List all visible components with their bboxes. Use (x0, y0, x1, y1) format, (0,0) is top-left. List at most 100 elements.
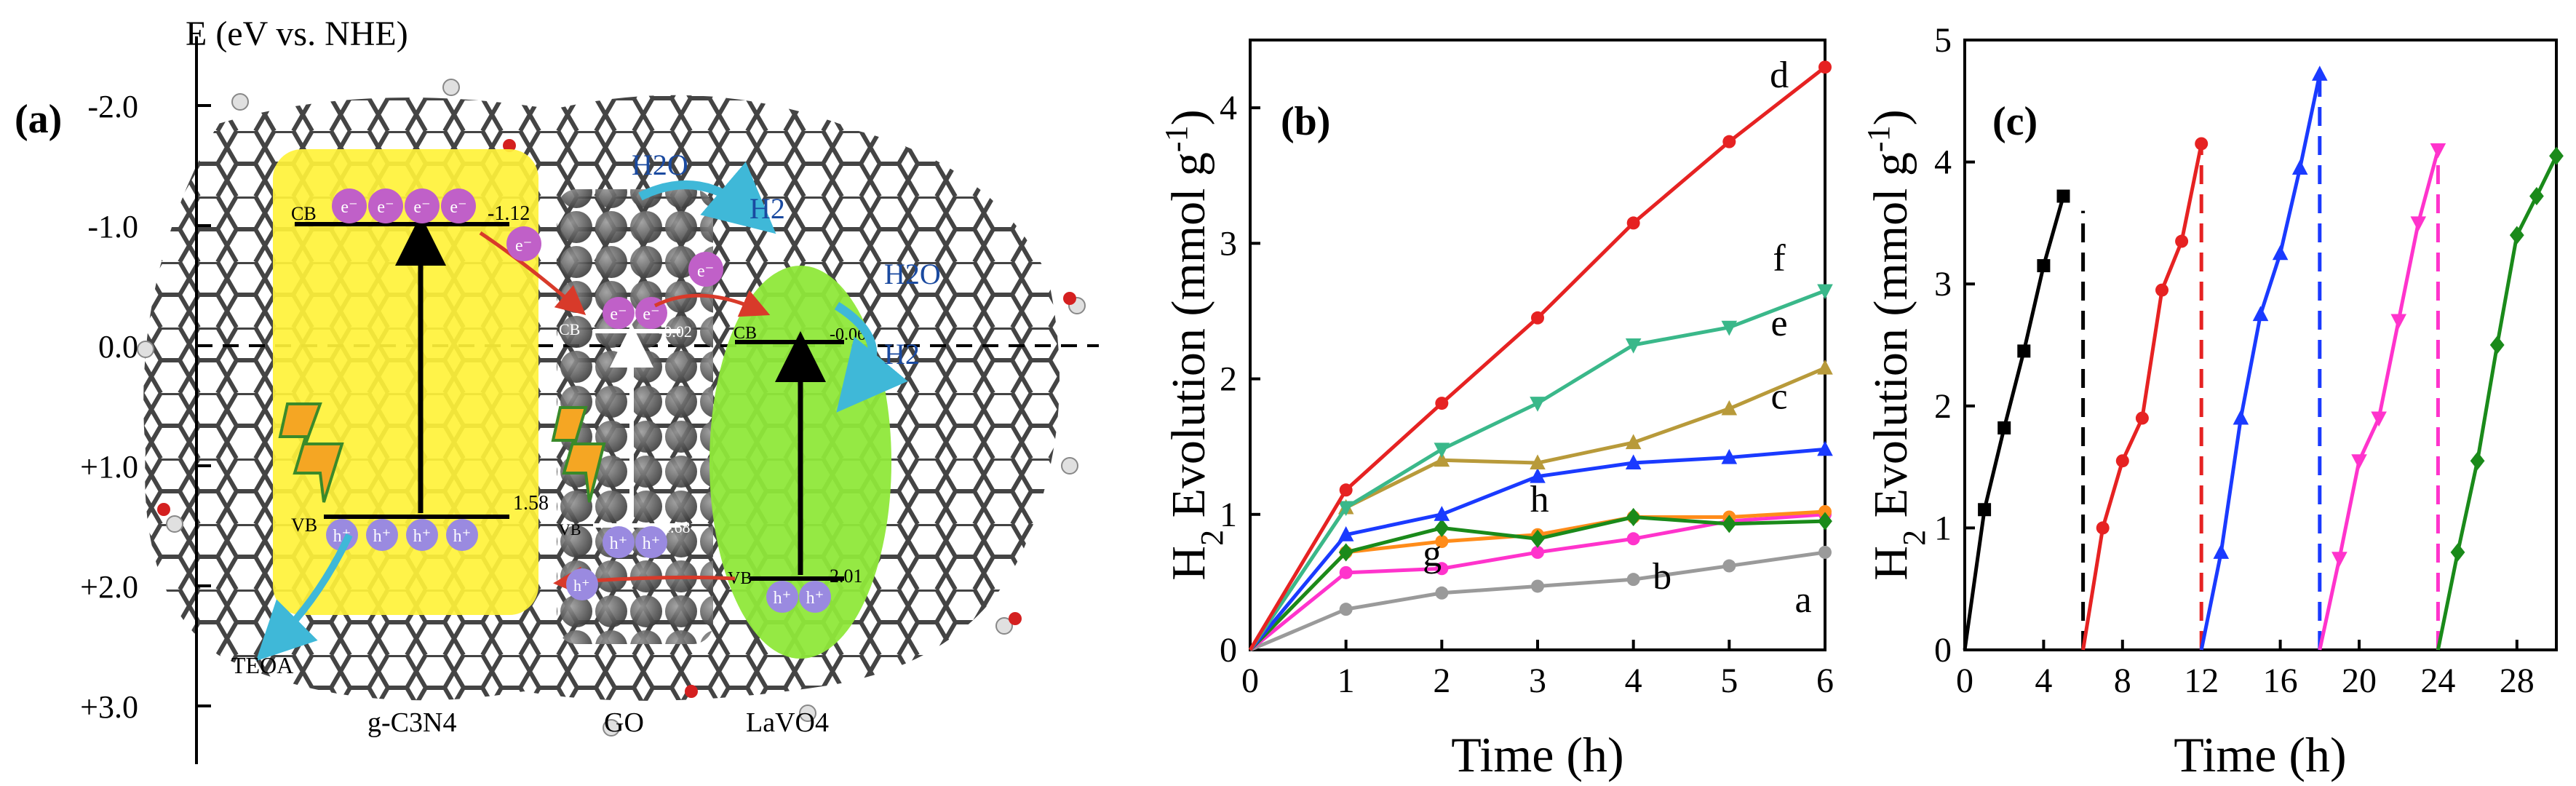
cycle-line-1 (1963, 195, 2065, 651)
data-point (1818, 545, 1832, 559)
go-cb-label: CB (559, 320, 580, 338)
carrier-label: h⁺ (373, 527, 391, 546)
data-point (1530, 529, 1545, 548)
panel-b-series-labels: a b g h cef d (1423, 55, 1811, 621)
series-label-b: b (1653, 556, 1671, 598)
x-tick-label: 28 (2500, 662, 2535, 700)
series-label-h: h (1530, 479, 1549, 520)
y-tick-label: 5 (1934, 21, 1952, 60)
panel-b-xlabel: Time (h) (1451, 727, 1623, 782)
go-cb-value: -0.02 (659, 322, 692, 341)
panel-c-ylabel-text: H2 Evolution (mmol g-1) (1861, 109, 1932, 580)
panel-a-label: (a) (15, 97, 62, 142)
data-point (1978, 503, 1992, 517)
lightning-icon-2 (551, 406, 606, 503)
series-label-c: c (1771, 376, 1788, 418)
panel-b-series (1248, 60, 1833, 652)
energy-tick-label: +2.0 (80, 569, 138, 605)
data-point (1818, 60, 1832, 74)
data-point (1530, 397, 1546, 412)
panel-c-dividers (2081, 74, 2440, 650)
gc3n4-name: g-C3N4 (367, 707, 456, 738)
carrier-label: h⁺ (413, 527, 432, 546)
data-point (1722, 135, 1736, 148)
series-label-d: d (1770, 55, 1789, 96)
h2-label-1: H2 (750, 192, 785, 225)
carrier-label: h⁺ (643, 534, 661, 553)
energy-tick-label: +1.0 (80, 449, 138, 485)
energy-tick-label: -2.0 (87, 89, 138, 124)
go-name: GO (604, 707, 644, 738)
carrier-circle (326, 519, 358, 551)
energy-ticks: -2.0 -1.0 0.0 +1.0 +2.0 +3.0 (80, 89, 211, 725)
data-point (1434, 518, 1450, 537)
y-tick-label: 0 (1220, 631, 1237, 670)
data-point (2331, 552, 2348, 567)
energy-axis-title: E (eV vs. NHE) (186, 15, 408, 53)
data-point (2213, 544, 2230, 559)
h2o-to-h2-arrow-2 (834, 301, 908, 413)
data-point (1818, 505, 1832, 519)
panel-b-ylabel: H2 Evolution (mmol g-1) (1158, 109, 1230, 580)
transfer-electron-1-label: e⁻ (515, 237, 532, 255)
teoa-arrow (255, 533, 353, 662)
carrier-label: h⁺ (453, 527, 472, 546)
data-point (1339, 565, 1353, 579)
panel-b-y-ticks: 0 1 2 3 4 (1220, 89, 1260, 670)
y-tick-label: 2 (1220, 360, 1237, 399)
data-point (2351, 454, 2367, 469)
data-point (2312, 66, 2328, 81)
carrier-label: e⁻ (341, 198, 357, 217)
data-point (2291, 159, 2308, 175)
energy-tick-label: -1.0 (87, 209, 138, 245)
h2-label-2: H2 (884, 338, 920, 370)
y-tick-label: 4 (1220, 89, 1237, 127)
data-point (2115, 454, 2129, 468)
data-point (2410, 216, 2427, 232)
data-point (1722, 515, 1737, 533)
data-point (1435, 586, 1449, 600)
data-point (1435, 397, 1449, 410)
data-point (1626, 573, 1640, 587)
lightning-icon-1 (278, 402, 344, 503)
go-vb-label: VB (559, 520, 581, 539)
series-label-g: g (1423, 533, 1442, 575)
transfer-electron-2 (688, 252, 723, 287)
carrier-label: e⁻ (643, 305, 659, 324)
gc3n4-vb-value: 1.58 (513, 492, 549, 515)
cycle-line-3 (2199, 74, 2322, 651)
data-point (1531, 545, 1544, 559)
carrier-circle (766, 581, 798, 613)
x-tick-label: 2 (1433, 662, 1450, 700)
electron-transfer-arrow-1 (479, 231, 587, 316)
panel-b-x-ticks: 0 1 2 3 4 5 6 (1241, 640, 1834, 700)
data-point (2056, 189, 2070, 203)
panel-a-band-diagram: E (eV vs. NHE) (a) -2.0 -1.0 0.0 +1.0 +2.0 +3… (15, 15, 1099, 764)
data-point (2155, 283, 2168, 297)
panel-b-label: (b) (1281, 99, 1330, 144)
data-point (2470, 451, 2485, 470)
series-label-e: e (1771, 303, 1788, 344)
carrier-label: e⁻ (413, 198, 430, 217)
hydrogen-atoms (137, 79, 1086, 737)
electron-transfer-arrow-2 (653, 290, 771, 317)
series-line-a (1249, 550, 1826, 652)
data-point (2371, 411, 2387, 427)
series-label-f: f (1773, 238, 1786, 279)
data-point (1531, 311, 1544, 325)
energy-tick-label: 0.0 (98, 329, 138, 365)
data-point (1530, 454, 1546, 470)
data-point (1817, 359, 1833, 375)
data-point (1434, 506, 1450, 521)
gc3n4-vb-carriers: h⁺ h⁺ h⁺ h⁺ (326, 519, 478, 551)
y-tick-label: 0 (1934, 631, 1952, 670)
lavo4-vb-carriers: h⁺ h⁺ (766, 581, 831, 613)
carrier-circle (366, 519, 398, 551)
carrier-circle (406, 519, 438, 551)
y-tick-label: 4 (1934, 143, 1952, 182)
carrier-circle (446, 519, 478, 551)
data-point (1626, 216, 1640, 230)
x-tick-label: 4 (2035, 662, 2052, 700)
carrier-label: e⁻ (610, 305, 627, 324)
